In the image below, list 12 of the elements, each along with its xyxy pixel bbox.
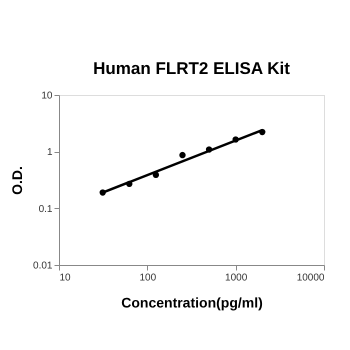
x-tick-label: 10000 bbox=[296, 272, 325, 284]
y-tick-label: 1 bbox=[46, 147, 53, 158]
x-tick-label: 100 bbox=[139, 272, 157, 284]
x-tick-label: 10 bbox=[60, 272, 72, 284]
point bbox=[179, 152, 186, 158]
x-tick-label: 1000 bbox=[225, 272, 248, 284]
x-axis-title: Concentration(pg/ml) bbox=[121, 294, 263, 310]
chart-title: Human FLRT2 ELISA Kit bbox=[93, 59, 290, 78]
y-tick-label: 0.01 bbox=[33, 260, 53, 272]
y-tick-label: 0.1 bbox=[38, 204, 53, 215]
y-tick-label: 10 bbox=[41, 90, 53, 102]
y-axis-title: O.D. bbox=[9, 166, 26, 195]
